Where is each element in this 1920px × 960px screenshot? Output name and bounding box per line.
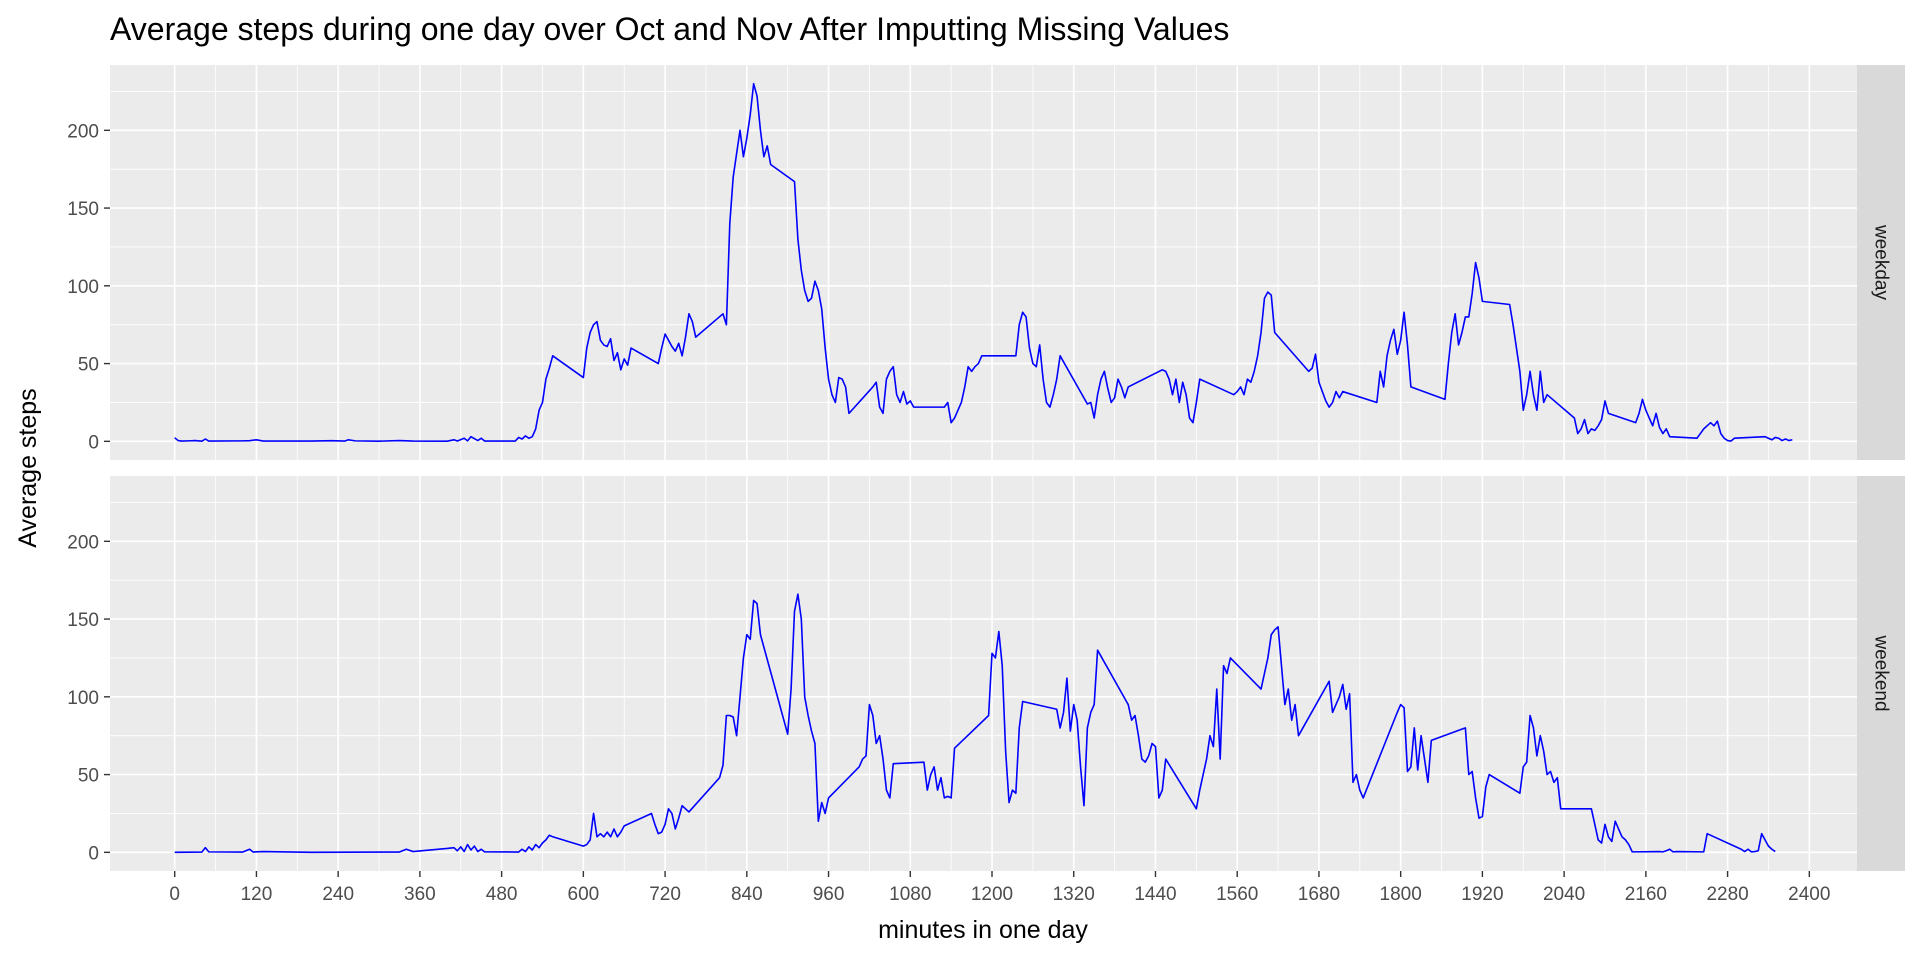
facet-strip	[1857, 65, 1905, 460]
panel-background	[110, 65, 1857, 460]
x-tick-label: 1080	[889, 884, 931, 905]
x-tick-label: 840	[731, 884, 763, 905]
facet-strip	[1857, 476, 1905, 871]
facet-panels: 0 50 100 150 200 weekday 0 50 100 150 200 weekend 0 1…	[67, 65, 1905, 905]
x-tick-label: 720	[649, 884, 681, 905]
x-tick-label: 2040	[1543, 884, 1585, 905]
x-tick-label: 1680	[1298, 884, 1340, 905]
x-tick-label: 2160	[1625, 884, 1667, 905]
x-tick-label: 1200	[971, 884, 1013, 905]
y-tick-label: 150	[67, 610, 99, 631]
y-tick-label: 100	[67, 277, 99, 298]
x-tick-label: 360	[404, 884, 436, 905]
x-tick-label: 1440	[1134, 884, 1176, 905]
x-tick-label: 0	[169, 884, 180, 905]
x-tick-label: 1800	[1380, 884, 1422, 905]
series-line-weekday	[174, 82, 1793, 442]
y-tick-label: 200	[67, 121, 99, 142]
x-axis-title: minutes in one day	[878, 916, 1088, 944]
x-tick-label: 2280	[1706, 884, 1748, 905]
x-tick-label: 600	[568, 884, 600, 905]
y-tick-label: 0	[88, 432, 99, 453]
facet-strip-label: weekend	[1871, 634, 1892, 711]
x-tick-label: 120	[241, 884, 273, 905]
x-tick-label: 1920	[1461, 884, 1503, 905]
x-tick-label: 480	[486, 884, 518, 905]
y-tick-label: 0	[88, 843, 99, 864]
series-line-weekend	[174, 593, 1776, 854]
x-tick-label: 240	[322, 884, 354, 905]
chart-title: Average steps during one day over Oct an…	[110, 11, 1229, 47]
x-tick-label: 2400	[1788, 884, 1830, 905]
x-tick-label: 1320	[1053, 884, 1095, 905]
panel-background	[110, 476, 1857, 871]
y-axis-title: Average steps	[14, 388, 42, 547]
y-tick-label: 200	[67, 532, 99, 553]
x-tick-label: 1560	[1216, 884, 1258, 905]
y-tick-label: 50	[78, 766, 99, 787]
x-tick-label: 960	[813, 884, 845, 905]
y-tick-label: 100	[67, 688, 99, 709]
y-tick-label: 50	[78, 355, 99, 376]
y-tick-label: 150	[67, 199, 99, 220]
facet-strip-label: weekday	[1871, 224, 1892, 300]
